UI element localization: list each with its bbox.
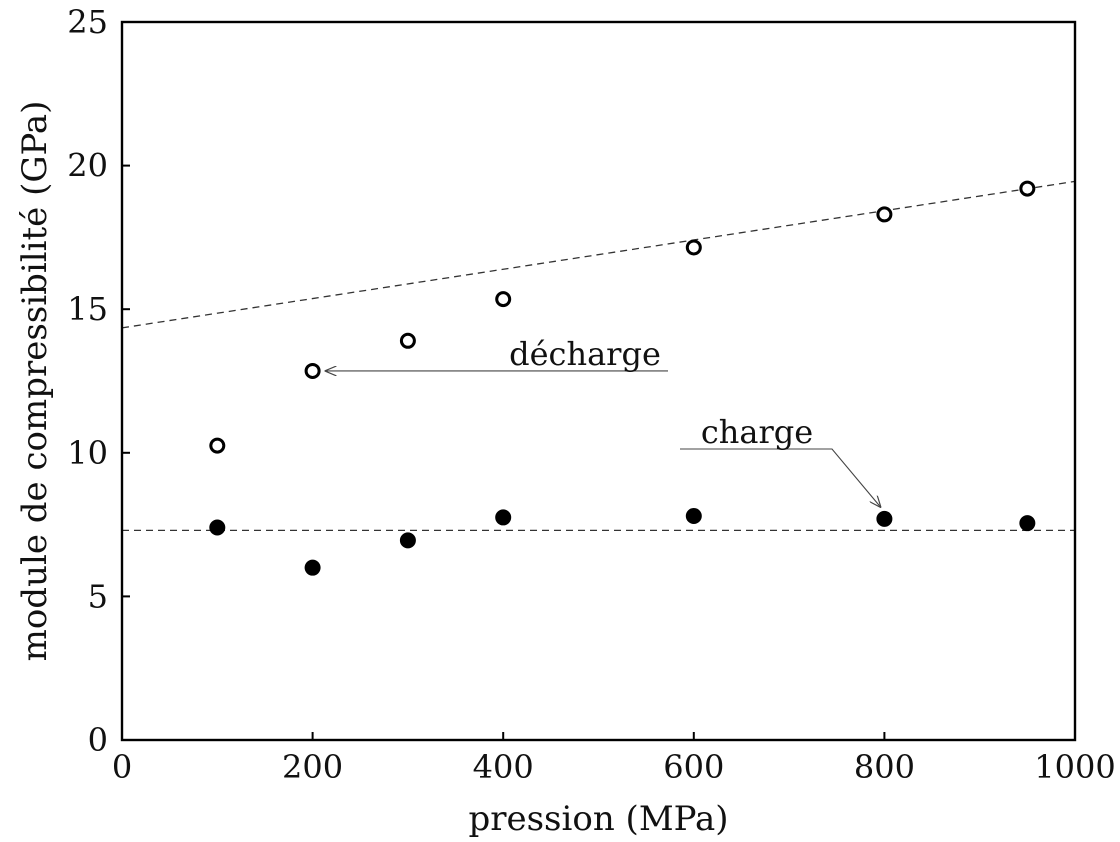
x-axis-title: pression (MPa) — [468, 799, 728, 839]
decharge-fit-line — [121, 180, 1076, 329]
y-tick-label: 0 — [88, 721, 108, 759]
y-tick-label: 15 — [67, 290, 108, 328]
decharge-data-point — [304, 362, 321, 379]
decharge-data-point — [876, 206, 893, 223]
y-tick-label: 10 — [67, 434, 108, 472]
decharge-data-point — [495, 291, 512, 308]
y-axis-ticks: 0 5 10 15 20 25 — [67, 3, 130, 759]
decharge-data-point — [685, 239, 702, 256]
x-tick-label: 1000 — [1034, 748, 1115, 786]
decharge-data-point — [1019, 180, 1036, 197]
charge-data-point — [1019, 515, 1036, 532]
x-axis-ticks: 0 200 400 600 800 1000 — [112, 732, 1116, 786]
x-tick-label: 0 — [112, 748, 132, 786]
fit-lines — [121, 180, 1076, 531]
y-tick-label: 20 — [67, 147, 108, 185]
y-tick-label: 5 — [88, 577, 108, 615]
charge-annotation-label: charge — [701, 413, 813, 451]
charge-data-point — [304, 559, 321, 576]
charge-data-point — [876, 510, 893, 527]
x-tick-label: 400 — [473, 748, 534, 786]
y-tick-label: 25 — [67, 3, 108, 41]
decharge-data-point — [399, 332, 416, 349]
charge-data-point — [209, 519, 226, 536]
annotations: décharge charge — [326, 335, 881, 507]
charge-data-point — [495, 509, 512, 526]
x-tick-label: 600 — [663, 748, 724, 786]
charge-data-point — [685, 507, 702, 524]
data-points — [209, 180, 1036, 576]
x-tick-label: 800 — [854, 748, 915, 786]
charge-arrow — [680, 448, 880, 507]
decharge-data-point — [209, 437, 226, 454]
plot-frame — [120, 20, 1077, 742]
y-axis-title: module de compressibilité (GPa) — [15, 101, 55, 662]
charge-data-point — [399, 532, 416, 549]
decharge-annotation-label: décharge — [509, 335, 661, 373]
x-tick-label: 200 — [282, 748, 343, 786]
